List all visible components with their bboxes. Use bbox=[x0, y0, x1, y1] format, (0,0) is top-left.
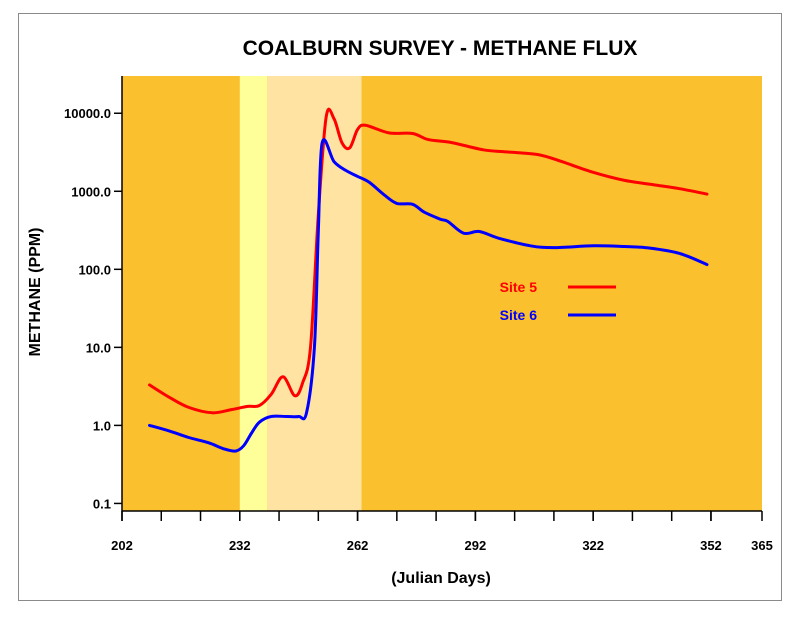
y-axis: 0.1 1.0 10.0 100.0 1000.0 10000.0 bbox=[64, 76, 123, 511]
x-tick-label: 365 bbox=[751, 538, 773, 553]
y-tick-label: 1000.0 bbox=[71, 184, 111, 199]
legend-label-site-6: Site 6 bbox=[500, 307, 538, 323]
highlight-band-1 bbox=[239, 76, 268, 511]
x-tick-label: 322 bbox=[582, 538, 604, 553]
plot-background bbox=[122, 76, 762, 511]
x-tick-label: 232 bbox=[229, 538, 251, 553]
y-tick-label: 10000.0 bbox=[64, 106, 111, 121]
x-tick-label: 352 bbox=[700, 538, 722, 553]
series-line-site-6 bbox=[148, 138, 709, 453]
x-axis-label: (Julian Days) bbox=[391, 570, 491, 587]
y-tick-label: 1.0 bbox=[93, 418, 111, 433]
x-axis: 202 232 262 292 322 352 365 bbox=[111, 510, 773, 553]
y-tick-label: 10.0 bbox=[86, 340, 111, 355]
legend-label-site-5: Site 5 bbox=[500, 279, 538, 295]
y-axis-label: METHANE (PPM) bbox=[27, 228, 44, 357]
x-tick-label: 292 bbox=[465, 538, 487, 553]
series-lines bbox=[148, 107, 709, 453]
y-tick-label: 100.0 bbox=[78, 262, 111, 277]
x-tick-label: 202 bbox=[111, 538, 133, 553]
chart-title: COALBURN SURVEY - METHANE FLUX bbox=[243, 37, 638, 60]
legend: Site 5 Site 6 bbox=[500, 279, 616, 323]
x-tick-label: 262 bbox=[347, 538, 369, 553]
highlight-bands bbox=[239, 76, 362, 511]
y-tick-label: 0.1 bbox=[93, 496, 111, 511]
series-line-site-5 bbox=[148, 107, 709, 415]
